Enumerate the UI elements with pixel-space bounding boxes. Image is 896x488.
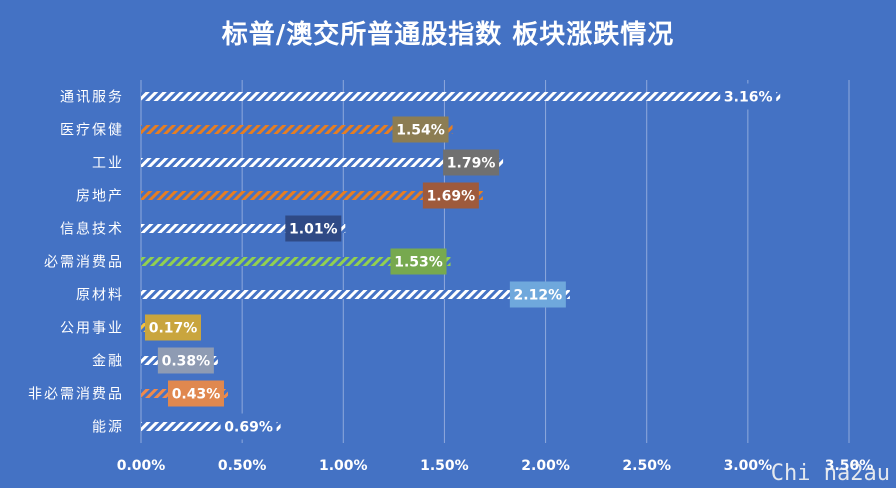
- x-tick-label: 3.50%: [825, 458, 874, 474]
- data-label-box: [390, 248, 447, 275]
- x-tick-label: 1.00%: [319, 458, 368, 474]
- x-tick-label: 0.00%: [117, 458, 166, 474]
- y-category-label: 原材料: [76, 288, 124, 304]
- x-tick-label: 1.50%: [420, 458, 469, 474]
- bar: [141, 422, 281, 431]
- bar: [141, 125, 453, 134]
- y-category-label: 金融: [92, 354, 124, 370]
- bar: [141, 158, 504, 167]
- y-category-label: 非必需消费品: [28, 387, 124, 403]
- data-label: 0.69%: [224, 420, 273, 436]
- data-label-box: [220, 413, 277, 440]
- y-category-label: 信息技术: [60, 221, 124, 238]
- data-label-box: [422, 182, 479, 209]
- y-category-label: 医疗保健: [60, 123, 124, 139]
- data-label-box: [392, 116, 449, 143]
- data-label-box: [720, 83, 777, 110]
- data-label: 1.54%: [396, 123, 445, 139]
- data-label-box: [285, 215, 342, 242]
- data-label: 3.16%: [724, 90, 773, 106]
- bar: [141, 257, 451, 266]
- watermark: Chi na2au: [770, 461, 890, 486]
- y-category-label: 必需消费品: [44, 255, 124, 271]
- data-label-box: [509, 281, 566, 308]
- data-label: 0.43%: [172, 387, 221, 403]
- y-category-label: 能源: [92, 420, 124, 436]
- x-tick-label: 2.00%: [521, 458, 570, 474]
- chart-title: 标普/澳交所普通股指数 板块涨跌情况: [221, 20, 675, 50]
- bar: [141, 191, 483, 200]
- data-label-box: [443, 149, 500, 176]
- data-label: 0.38%: [162, 354, 211, 370]
- y-category-label: 通讯服务: [60, 90, 124, 106]
- bar: [141, 92, 781, 101]
- x-tick-label: 2.50%: [622, 458, 671, 474]
- data-label: 1.01%: [289, 222, 338, 238]
- y-category-label: 公用事业: [60, 321, 124, 337]
- y-category-label: 房地产: [76, 189, 124, 205]
- data-label: 1.79%: [447, 156, 496, 172]
- x-tick-label: 0.50%: [218, 458, 267, 474]
- data-label: 1.53%: [394, 255, 443, 271]
- y-category-label: 工业: [92, 156, 124, 172]
- x-tick-label: 3.00%: [724, 458, 773, 474]
- data-label: 0.17%: [149, 321, 198, 337]
- data-label: 2.12%: [514, 288, 563, 304]
- data-label-box: [157, 347, 214, 374]
- bar: [141, 224, 346, 233]
- bar: [141, 290, 570, 299]
- data-label: 1.69%: [427, 189, 476, 205]
- data-label-box: [145, 314, 201, 341]
- data-label-box: [167, 380, 224, 407]
